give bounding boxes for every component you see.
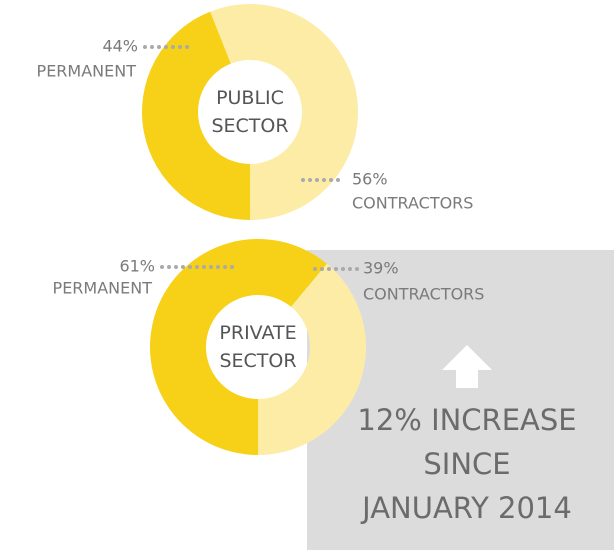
value-label: 39% [363, 259, 399, 278]
donut-slice [150, 239, 327, 455]
center-title: PRIVATE SECTOR [219, 322, 297, 372]
annotation-box [307, 250, 614, 550]
value-label: 61% [119, 257, 155, 276]
category-label: CONTRACTORS [352, 194, 473, 213]
value-label: 44% [102, 37, 138, 56]
value-label: 56% [352, 170, 388, 189]
annotation-text: JANUARY 2014 [360, 491, 572, 525]
donut-slice [141, 11, 250, 221]
annotation-text: SINCE [423, 447, 510, 481]
donut-slice [258, 263, 367, 455]
category-label: PERMANENT [53, 279, 153, 298]
category-label: CONTRACTORS [363, 285, 484, 304]
center-title: PUBLIC SECTOR [211, 87, 289, 137]
up-arrow-icon [442, 345, 492, 388]
annotation-text: 12% INCREASE [357, 403, 576, 437]
donut-slice [210, 4, 358, 220]
category-label: PERMANENT [37, 62, 137, 81]
